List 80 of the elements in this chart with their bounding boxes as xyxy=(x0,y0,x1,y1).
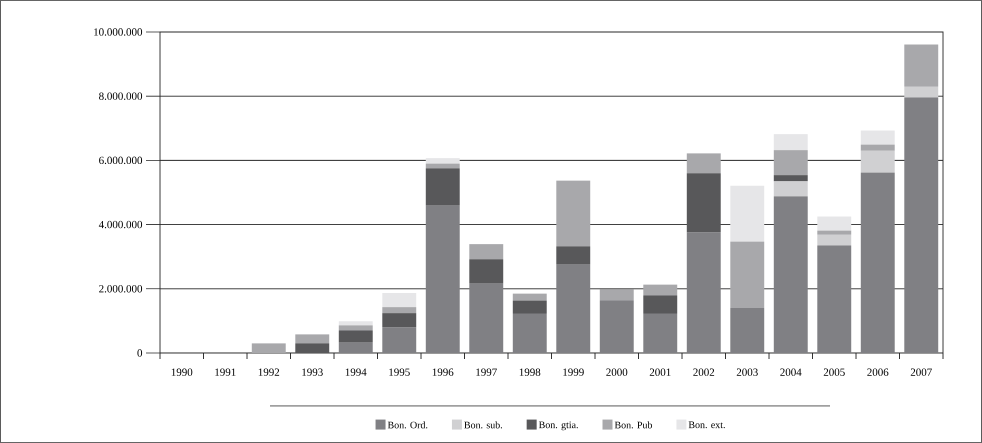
legend-label: Bon. gtia. xyxy=(538,422,578,430)
legend-label: Bon. Pub xyxy=(614,421,652,428)
bar xyxy=(426,205,460,353)
bar xyxy=(817,230,852,235)
bar xyxy=(904,86,938,98)
x-tick-label: 1999 xyxy=(563,368,584,376)
bar xyxy=(643,296,678,314)
bar xyxy=(426,168,460,206)
bar xyxy=(686,153,721,174)
bar xyxy=(338,325,373,331)
bar xyxy=(338,321,373,326)
legend-label: Bon. sub. xyxy=(464,421,502,428)
bar xyxy=(469,283,504,353)
bar xyxy=(600,300,634,353)
bar xyxy=(556,180,590,246)
bar xyxy=(686,232,721,353)
x-tick-label: 1993 xyxy=(302,368,323,376)
y-tick-label: 10.000.000 xyxy=(94,28,142,36)
bar xyxy=(643,284,678,296)
bar xyxy=(382,307,416,314)
y-tick-label: 6.000.000 xyxy=(99,156,142,164)
x-tick-label: 2006 xyxy=(867,368,888,376)
bar xyxy=(338,330,373,342)
bar xyxy=(860,150,895,173)
legend-label: Bon. ext. xyxy=(688,422,725,428)
bar xyxy=(556,246,590,264)
bar xyxy=(817,234,852,246)
x-tick-label: 2007 xyxy=(910,368,932,376)
bar xyxy=(730,242,764,308)
y-tick-label: 2.000.000 xyxy=(99,285,142,293)
bar xyxy=(774,150,808,176)
bar xyxy=(512,294,547,301)
bar xyxy=(860,130,895,145)
bar xyxy=(817,216,852,231)
legend-label: Bon. Ord. xyxy=(388,421,428,428)
x-tick-label: 2004 xyxy=(780,368,802,376)
x-tick-label: 2001 xyxy=(650,368,671,376)
x-tick-label: 1992 xyxy=(258,368,280,376)
bar xyxy=(295,334,330,344)
bar xyxy=(382,313,416,328)
x-tick-label: 1998 xyxy=(520,368,540,376)
bar xyxy=(469,259,504,284)
bar xyxy=(730,308,764,353)
bar xyxy=(426,158,460,164)
bar xyxy=(556,264,590,353)
bar xyxy=(338,342,373,353)
bar xyxy=(904,97,938,353)
bar xyxy=(904,44,938,87)
bar xyxy=(817,245,852,353)
bar xyxy=(469,244,504,260)
bar xyxy=(382,327,416,353)
y-tick-label: 8.000.000 xyxy=(99,92,142,100)
bar xyxy=(643,314,678,353)
bar xyxy=(860,144,895,151)
bar xyxy=(774,175,808,182)
x-tick-label: 2000 xyxy=(606,368,628,376)
bar xyxy=(774,181,808,196)
bar xyxy=(860,172,895,353)
x-tick-label: 1997 xyxy=(476,368,497,376)
bar xyxy=(512,314,547,353)
bar xyxy=(426,164,460,168)
bar xyxy=(295,343,330,353)
x-tick-label: 2002 xyxy=(693,368,714,376)
bar xyxy=(730,186,764,242)
bar xyxy=(686,173,721,232)
x-tick-label: 1990 xyxy=(172,368,192,376)
bar xyxy=(600,289,634,300)
y-tick-label: 0 xyxy=(137,349,142,357)
bar xyxy=(774,196,808,353)
bar xyxy=(774,134,808,150)
x-tick-label: 1996 xyxy=(432,368,454,376)
x-tick-label: 2003 xyxy=(736,368,758,376)
x-tick-label: 1991 xyxy=(215,368,236,376)
x-tick-label: 1994 xyxy=(346,368,367,376)
bar xyxy=(252,343,286,353)
bar xyxy=(512,300,547,314)
x-tick-label: 1995 xyxy=(389,368,410,376)
bar xyxy=(382,292,416,308)
x-tick-label: 2005 xyxy=(824,368,845,376)
y-tick-label: 4.000.000 xyxy=(98,220,142,228)
